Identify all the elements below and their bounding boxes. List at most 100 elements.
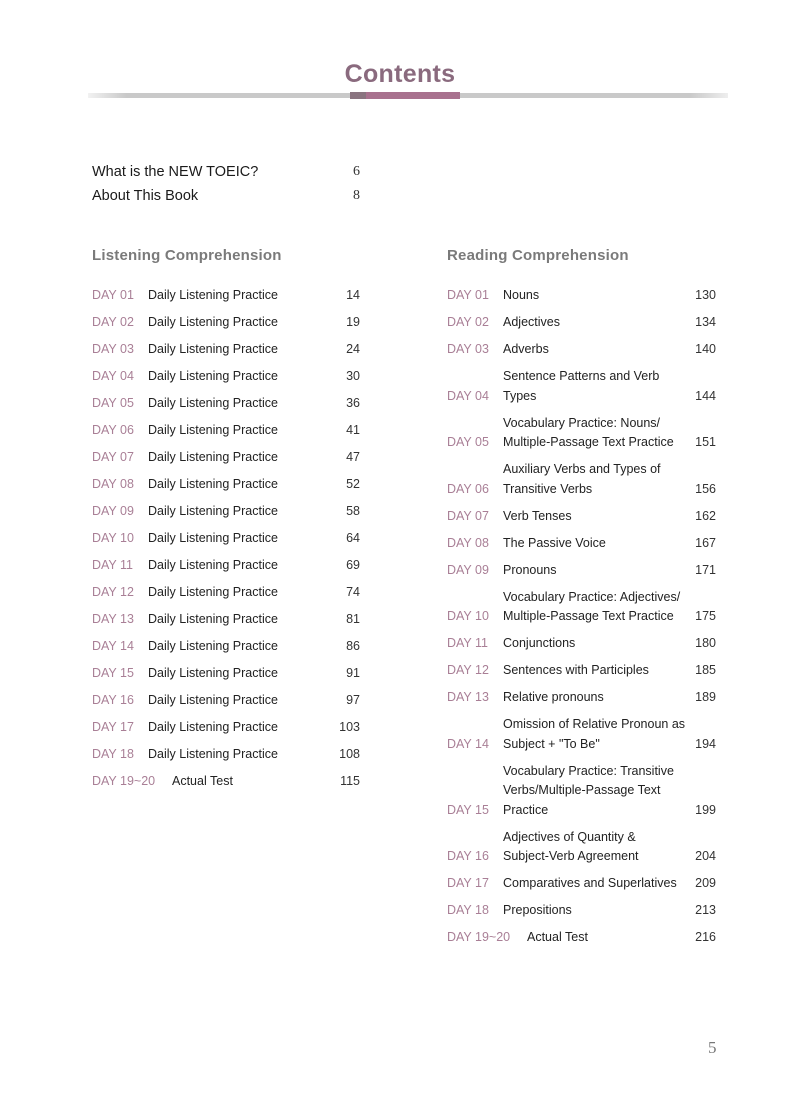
toc-entry[interactable]: DAY 19~20 Actual Test 115 — [92, 772, 360, 799]
entry-title: Daily Listening Practice — [148, 747, 278, 761]
day-label: DAY 10 — [92, 531, 134, 545]
toc-entry[interactable]: DAY 03 Daily Listening Practice 24 — [92, 340, 360, 367]
toc-entry[interactable]: DAY 11 Conjunctions 180 — [447, 634, 716, 661]
day-label: DAY 08 — [447, 535, 489, 550]
toc-entry-about[interactable]: About This Book 8 — [92, 184, 360, 208]
day-label: DAY 02 — [447, 315, 489, 329]
entry-page: 189 — [695, 690, 716, 704]
toc-entry[interactable]: DAY 14 Omission of Relative Pronoun as Su… — [447, 715, 716, 762]
toc-entry-intro[interactable]: What is the NEW TOEIC? 6 — [92, 160, 360, 184]
toc-entry[interactable]: DAY 15 Vocabulary Practice: Transitive Ve… — [447, 762, 716, 828]
toc-entry[interactable]: DAY 13 Relative pronouns 189 — [447, 688, 716, 715]
toc-entry[interactable]: DAY 11 Daily Listening Practice 69 — [92, 556, 360, 583]
entry-page: 6 — [353, 164, 360, 179]
toc-entry[interactable]: DAY 02 Daily Listening Practice 19 — [92, 313, 360, 340]
toc-entry[interactable]: DAY 09 Pronouns 171 — [447, 561, 716, 588]
day-label: DAY 06 — [92, 423, 134, 437]
entry-title: Daily Listening Practice — [148, 720, 278, 734]
entry-page: 194 — [695, 736, 716, 751]
day-label: DAY 10 — [447, 609, 489, 623]
day-label: DAY 17 — [92, 720, 134, 734]
entry-title: Actual Test — [527, 930, 588, 944]
entry-page: 156 — [695, 481, 716, 496]
toc-entry[interactable]: DAY 04 Sentence Patterns and Verb Types 14… — [447, 367, 716, 414]
entry-page: 47 — [346, 450, 360, 464]
toc-entry[interactable]: DAY 18 Prepositions 213 — [447, 901, 716, 928]
entry-page: 52 — [346, 477, 360, 491]
toc-entry[interactable]: DAY 16 Daily Listening Practice 97 — [92, 691, 360, 718]
entry-page: 30 — [346, 369, 360, 383]
entry-page: 81 — [346, 612, 360, 626]
toc-entry[interactable]: DAY 09 Daily Listening Practice 58 — [92, 502, 360, 529]
toc-entry[interactable]: DAY 14 Daily Listening Practice 86 — [92, 637, 360, 664]
toc-entry[interactable]: DAY 16 Adjectives of Quantity & Subject-V… — [447, 828, 716, 875]
toc-entry[interactable]: DAY 05 Vocabulary Practice: Nouns/ Multip… — [447, 414, 716, 461]
toc-entry[interactable]: DAY 01 Daily Listening Practice 14 — [92, 286, 360, 313]
page-title: Contents — [344, 60, 456, 88]
entry-page: 24 — [346, 342, 360, 356]
toc-entry[interactable]: DAY 18 Daily Listening Practice 108 — [92, 745, 360, 772]
entry-title: Daily Listening Practice — [148, 585, 278, 599]
entry-page: 97 — [346, 693, 360, 707]
entry-title: Conjunctions — [503, 636, 576, 650]
toc-entry[interactable]: DAY 08 Daily Listening Practice 52 — [92, 475, 360, 502]
entry-page: 91 — [346, 666, 360, 680]
toc-entry[interactable]: DAY 17 Comparatives and Superlatives 209 — [447, 874, 716, 901]
day-label: DAY 17 — [447, 876, 489, 890]
entry-page: 209 — [695, 876, 716, 890]
day-label: DAY 13 — [92, 612, 134, 626]
toc-entry[interactable]: DAY 02 Adjectives 134 — [447, 313, 716, 340]
day-label: DAY 15 — [92, 666, 134, 680]
entry-title: Daily Listening Practice — [148, 612, 278, 626]
day-label: DAY 02 — [92, 315, 134, 329]
toc-entry[interactable]: DAY 17 Daily Listening Practice 103 — [92, 718, 360, 745]
entry-page: 108 — [339, 747, 360, 761]
entry-title: Vocabulary Practice: Nouns/ Multiple-Pas… — [503, 415, 674, 450]
entry-title: Daily Listening Practice — [148, 477, 278, 491]
toc-entry[interactable]: DAY 04 Daily Listening Practice 30 — [92, 367, 360, 394]
day-label: DAY 07 — [92, 450, 134, 464]
toc-entry[interactable]: DAY 01 Nouns 130 — [447, 286, 716, 313]
toc-entry[interactable]: DAY 12 Daily Listening Practice 74 — [92, 583, 360, 610]
toc-entry[interactable]: DAY 06 Daily Listening Practice 41 — [92, 421, 360, 448]
day-label: DAY 01 — [92, 288, 134, 302]
toc-entry[interactable]: DAY 08 The Passive Voice 167 — [447, 534, 716, 561]
entry-page: 144 — [695, 388, 716, 403]
entry-page: 41 — [346, 423, 360, 437]
toc-entry[interactable]: DAY 07 Verb Tenses 162 — [447, 507, 716, 534]
toc-entry[interactable]: DAY 12 Sentences with Participles 185 — [447, 661, 716, 688]
toc-entry[interactable]: DAY 10 Daily Listening Practice 64 — [92, 529, 360, 556]
entry-title: About This Book — [92, 188, 199, 204]
entry-page: 36 — [346, 396, 360, 410]
entry-title: Pronouns — [503, 562, 557, 577]
entry-page: 86 — [346, 639, 360, 653]
day-label: DAY 13 — [447, 690, 489, 704]
toc-entry[interactable]: DAY 05 Daily Listening Practice 36 — [92, 394, 360, 421]
toc-entry[interactable]: DAY 19~20 Actual Test 216 — [447, 928, 716, 955]
toc-entry[interactable]: DAY 13 Daily Listening Practice 81 — [92, 610, 360, 637]
listening-section: Listening Comprehension DAY 01 Daily List… — [92, 247, 360, 799]
day-label: DAY 04 — [92, 369, 134, 383]
entry-title: Adjectives of Quantity & Subject-Verb Ag… — [503, 829, 639, 864]
day-label: DAY 05 — [447, 435, 489, 449]
toc-entry[interactable]: DAY 15 Daily Listening Practice 91 — [92, 664, 360, 691]
entry-title: Sentence Patterns and Verb Types — [503, 369, 660, 403]
toc-entry[interactable]: DAY 07 Daily Listening Practice 47 — [92, 448, 360, 475]
toc-entry[interactable]: DAY 06 Auxiliary Verbs and Types of Trans… — [447, 460, 716, 507]
entry-title: The Passive Voice — [503, 535, 606, 550]
toc-entry[interactable]: DAY 03 Adverbs 140 — [447, 340, 716, 367]
day-label: DAY 09 — [447, 562, 489, 577]
entry-title: Daily Listening Practice — [148, 558, 278, 572]
entry-title: Daily Listening Practice — [148, 504, 278, 518]
entry-page: 199 — [695, 802, 716, 817]
day-label: DAY 14 — [92, 639, 134, 653]
day-label: DAY 06 — [447, 481, 489, 496]
entry-title: Auxiliary Verbs and Types of Transitive … — [503, 462, 661, 496]
entry-title: Daily Listening Practice — [148, 396, 278, 410]
entry-title: Nouns — [503, 288, 540, 302]
entry-title: Daily Listening Practice — [148, 288, 278, 302]
section-heading: Listening Comprehension — [92, 247, 282, 264]
day-label: DAY 01 — [447, 288, 489, 302]
entry-title: Daily Listening Practice — [148, 666, 278, 680]
toc-entry[interactable]: DAY 10 Vocabulary Practice: Adjectives/ M… — [447, 588, 716, 635]
